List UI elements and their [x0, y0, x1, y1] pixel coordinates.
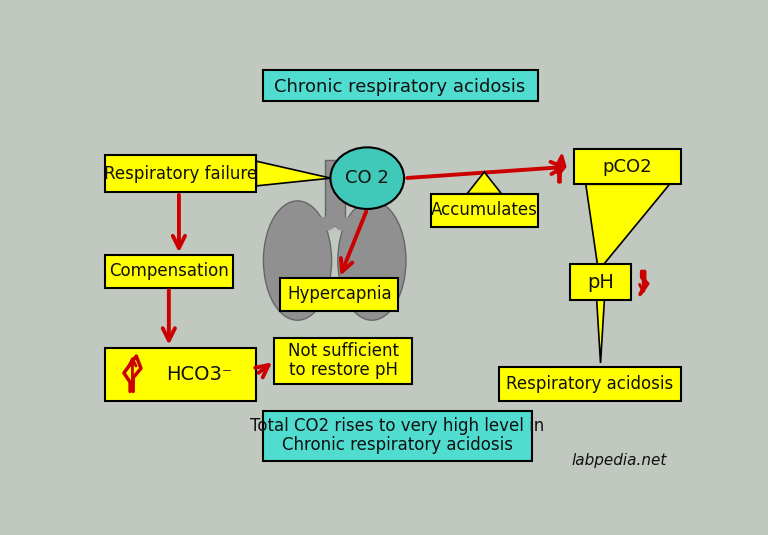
FancyArrowPatch shape	[341, 224, 370, 239]
FancyBboxPatch shape	[274, 338, 412, 384]
Polygon shape	[257, 161, 331, 186]
FancyBboxPatch shape	[499, 367, 681, 401]
FancyBboxPatch shape	[574, 149, 681, 185]
Ellipse shape	[263, 201, 332, 320]
Text: Accumulates: Accumulates	[431, 202, 538, 219]
Text: Compensation: Compensation	[109, 262, 229, 280]
FancyBboxPatch shape	[105, 155, 257, 192]
Text: Chronic respiratory acidosis: Chronic respiratory acidosis	[282, 436, 513, 454]
Text: to restore pH: to restore pH	[289, 361, 398, 379]
FancyBboxPatch shape	[105, 255, 233, 287]
FancyBboxPatch shape	[280, 278, 399, 311]
Text: Chronic respiratory acidosis: Chronic respiratory acidosis	[274, 78, 525, 96]
Polygon shape	[467, 172, 502, 194]
FancyArrowPatch shape	[299, 224, 328, 239]
FancyBboxPatch shape	[325, 160, 345, 226]
Text: CO 2: CO 2	[346, 169, 389, 187]
FancyBboxPatch shape	[431, 194, 538, 227]
Text: pCO2: pCO2	[603, 158, 653, 175]
Text: pH: pH	[587, 273, 614, 292]
Polygon shape	[586, 185, 670, 264]
Text: Total CO2 rises to very high level in: Total CO2 rises to very high level in	[250, 417, 545, 435]
FancyBboxPatch shape	[263, 411, 532, 461]
FancyBboxPatch shape	[105, 348, 257, 401]
Text: Respiratory failure: Respiratory failure	[104, 165, 257, 182]
Text: labpedia.net: labpedia.net	[571, 453, 667, 468]
FancyBboxPatch shape	[263, 71, 538, 101]
FancyBboxPatch shape	[571, 264, 631, 300]
Text: Not sufficient: Not sufficient	[288, 342, 399, 361]
Polygon shape	[597, 300, 604, 363]
Text: Respiratory acidosis: Respiratory acidosis	[506, 374, 674, 393]
Text: Hypercapnia: Hypercapnia	[287, 286, 392, 303]
Ellipse shape	[330, 147, 404, 209]
Ellipse shape	[338, 201, 406, 320]
Text: HCO3⁻: HCO3⁻	[166, 365, 232, 384]
